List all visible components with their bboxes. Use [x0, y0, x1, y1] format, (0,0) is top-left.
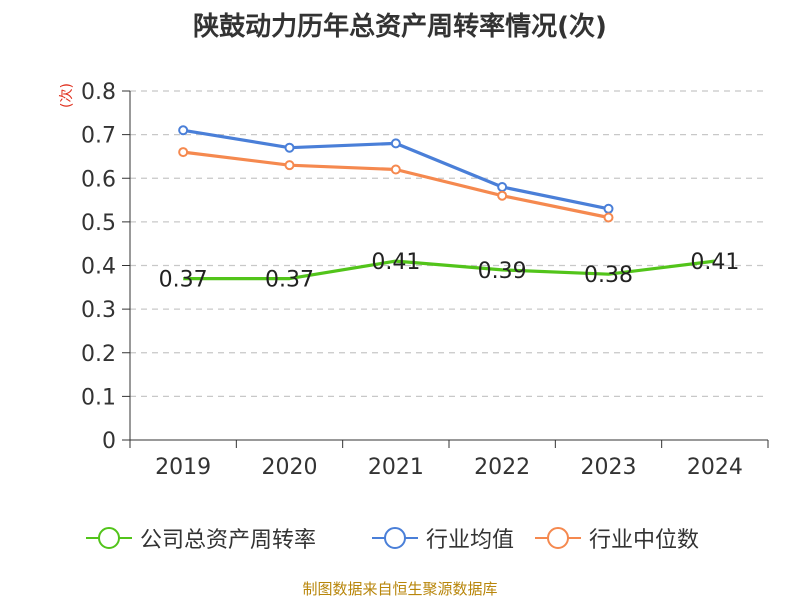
y-tick-label: 0.8 — [81, 80, 116, 105]
series-line-0 — [183, 259, 715, 281]
legend-item[interactable]: 行业均值 — [372, 520, 514, 556]
series-point-2 — [497, 190, 508, 201]
y-tick-label: 0.5 — [81, 211, 116, 236]
series-point-1 — [284, 142, 295, 153]
y-tick-label: 0.4 — [81, 255, 116, 280]
legend-marker-icon — [535, 526, 581, 550]
source-note: 制图数据来自恒生聚源数据库 — [302, 580, 498, 598]
legend-item[interactable]: 行业中位数 — [535, 520, 699, 556]
chart-plot: 0 0.1 0.2 0.3 0.4 0.5 0.6 0.7 0.8 2019 2020 2021 202… — [81, 80, 769, 480]
series-lines — [178, 125, 715, 281]
series-point-1 — [497, 181, 508, 192]
data-labels: 0.37 0.37 0.41 0.39 0.38 0.41 — [159, 250, 740, 292]
x-tick-label: 2020 — [262, 455, 318, 480]
series-point-2 — [284, 160, 295, 171]
y-tick-label: 0.1 — [81, 385, 116, 410]
series-point-2 — [178, 147, 189, 158]
x-tick-label: 2019 — [155, 455, 211, 480]
legend-marker-icon — [86, 526, 132, 550]
y-tick-label: 0 — [102, 429, 116, 454]
data-label: 0.39 — [478, 259, 527, 284]
series-line-2 — [183, 150, 609, 220]
data-label: 0.37 — [265, 268, 314, 293]
y-tick-label: 0.2 — [81, 342, 116, 367]
series-point-2 — [603, 212, 614, 223]
chart-title: 陕鼓动力历年总资产周转率情况(次) — [193, 12, 607, 42]
x-tick-label: 2021 — [368, 455, 424, 480]
x-tick-label: 2024 — [687, 455, 743, 480]
series-point-1 — [603, 203, 614, 214]
series-point-1 — [390, 138, 401, 149]
legend: 公司总资产周转率 行业均值 行业中位数 — [0, 520, 800, 556]
legend-marker-icon — [372, 526, 418, 550]
y-tick-label: 0.7 — [81, 124, 116, 149]
axes: 0 0.1 0.2 0.3 0.4 0.5 0.6 0.7 0.8 2019 2020 2021 202… — [81, 80, 769, 480]
series-point-1 — [178, 125, 189, 136]
legend-label: 公司总资产周转率 — [140, 528, 317, 553]
y-tick-label: 0.3 — [81, 298, 116, 323]
x-tick-label: 2022 — [474, 455, 530, 480]
data-label: 0.41 — [371, 250, 420, 275]
legend-label: 行业中位数 — [589, 528, 700, 553]
data-label: 0.37 — [159, 268, 208, 293]
x-tick-label: 2023 — [581, 455, 637, 480]
legend-label: 行业均值 — [426, 528, 515, 553]
data-label: 0.38 — [584, 263, 633, 288]
legend-item[interactable]: 公司总资产周转率 — [86, 520, 316, 556]
series-point-2 — [390, 164, 401, 175]
data-label: 0.41 — [690, 250, 739, 275]
y-tick-label: 0.6 — [81, 167, 116, 192]
